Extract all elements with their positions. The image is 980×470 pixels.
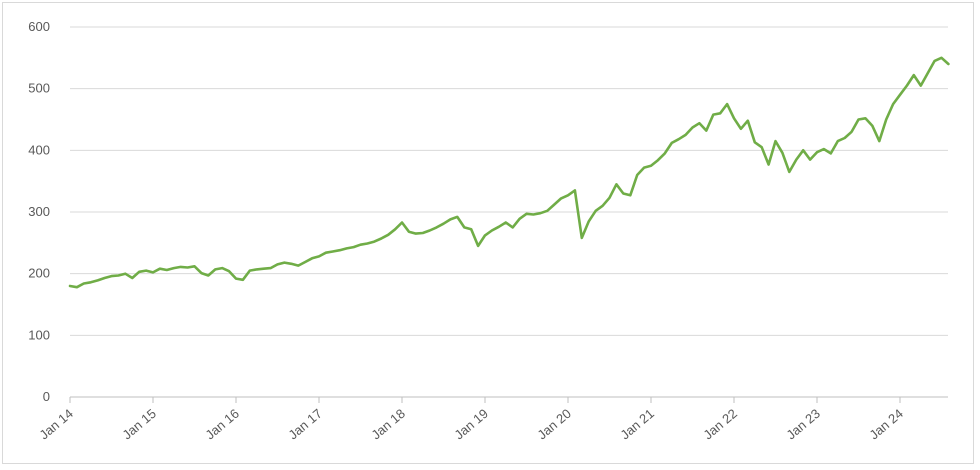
- x-axis: Jan 14 Jan 15 Jan 16 Jan 17 Jan 18 Jan 19 Jan …: [36, 397, 906, 442]
- y-tick-label: 0: [43, 389, 50, 404]
- x-tick-label: Jan 24: [866, 406, 906, 443]
- x-tick-label: Jan 18: [368, 406, 408, 443]
- y-tick-label: 300: [28, 204, 50, 219]
- gridlines: [70, 26, 948, 398]
- y-axis: 0 100 200 300 400 500 600: [28, 19, 50, 404]
- plot-area: [68, 56, 950, 289]
- x-tick-label: Jan 14: [36, 406, 76, 443]
- x-tick-label: Jan 21: [617, 406, 657, 443]
- x-tick-label: Jan 17: [285, 406, 325, 443]
- y-tick-label: 100: [28, 327, 50, 342]
- series-line: [68, 56, 950, 289]
- x-tick-label: Jan 23: [783, 406, 823, 443]
- x-tick-label: Jan 19: [451, 406, 491, 443]
- x-tick-label: Jan 15: [119, 406, 159, 443]
- x-tick-label: Jan 20: [534, 406, 574, 443]
- y-tick-label: 200: [28, 266, 50, 281]
- y-tick-label: 500: [28, 81, 50, 96]
- x-tick-label: Jan 16: [202, 406, 242, 443]
- y-tick-label: 400: [28, 142, 50, 157]
- x-tick-label: Jan 22: [700, 406, 740, 443]
- y-tick-label: 600: [28, 19, 50, 34]
